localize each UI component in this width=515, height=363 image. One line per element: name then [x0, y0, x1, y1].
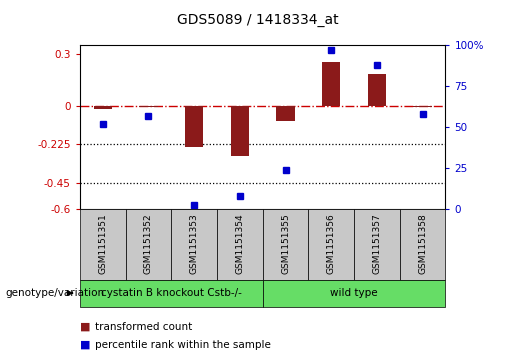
- Text: GSM1151355: GSM1151355: [281, 214, 290, 274]
- Text: wild type: wild type: [330, 288, 378, 298]
- Text: GSM1151358: GSM1151358: [418, 214, 427, 274]
- Bar: [94, 106, 112, 109]
- Text: transformed count: transformed count: [95, 322, 193, 332]
- Text: genotype/variation: genotype/variation: [5, 288, 104, 298]
- Text: GSM1151357: GSM1151357: [372, 214, 382, 274]
- Text: ■: ■: [80, 340, 90, 350]
- Text: cystatin B knockout Cstb-/-: cystatin B knockout Cstb-/-: [101, 288, 242, 298]
- Bar: [368, 74, 386, 106]
- Text: GSM1151353: GSM1151353: [190, 214, 199, 274]
- Bar: [185, 106, 203, 147]
- Bar: [277, 106, 295, 121]
- Bar: [139, 106, 158, 107]
- Bar: [322, 62, 340, 106]
- Text: GSM1151351: GSM1151351: [98, 214, 107, 274]
- Text: GDS5089 / 1418334_at: GDS5089 / 1418334_at: [177, 13, 338, 27]
- Bar: [414, 106, 432, 107]
- Text: GSM1151356: GSM1151356: [327, 214, 336, 274]
- Text: ■: ■: [80, 322, 90, 332]
- Text: percentile rank within the sample: percentile rank within the sample: [95, 340, 271, 350]
- Text: GSM1151352: GSM1151352: [144, 214, 153, 274]
- Text: GSM1151354: GSM1151354: [235, 214, 244, 274]
- Bar: [231, 106, 249, 156]
